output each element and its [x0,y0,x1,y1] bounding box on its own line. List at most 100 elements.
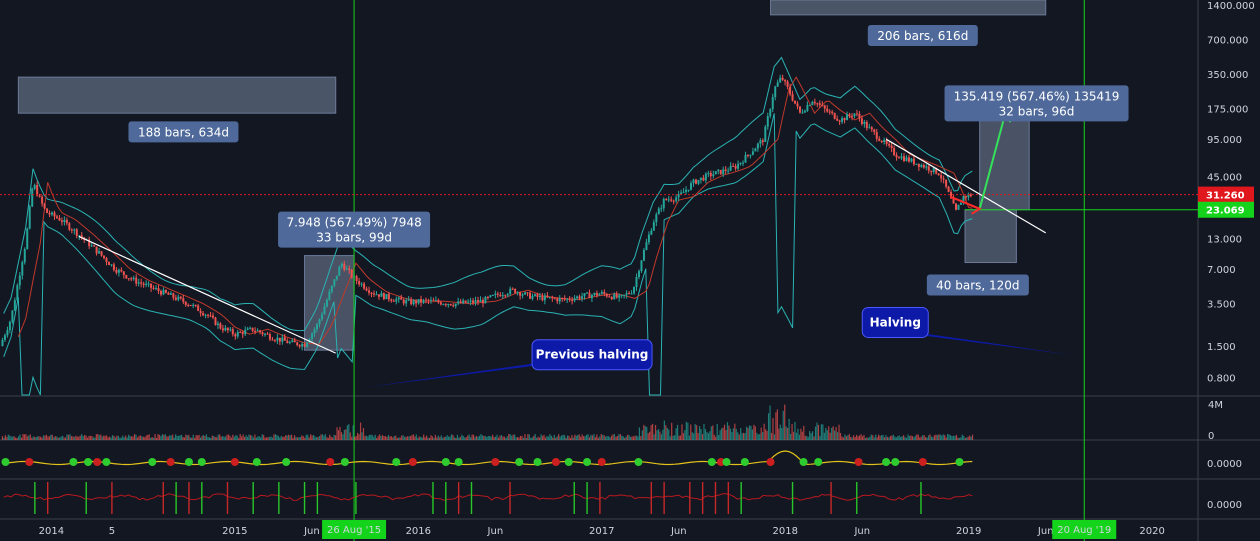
volume-bar [660,434,663,440]
volume-bar [822,424,824,440]
date-tag-right [1052,520,1117,539]
volume-bar [434,434,437,440]
candle-body [548,297,551,299]
volume-bar [53,437,55,440]
volume-bar [624,437,626,440]
volume-bar [919,437,921,440]
volume-bar [47,436,49,440]
candle-body [754,148,757,152]
volume-bar [266,437,268,440]
volume-bar [763,423,765,440]
candle-body [224,327,227,331]
candle-body [590,294,593,299]
oscillator-dot [551,458,560,466]
volume-bar [268,437,271,440]
volume-bar [619,434,621,440]
candle-body [335,275,338,280]
volume-bar [179,435,181,440]
volume-bar [694,424,696,440]
volume-bar [632,436,635,440]
volume-bar [229,435,231,440]
volume-bar [544,437,547,440]
candle-body [167,292,170,295]
volume-bar [656,430,658,440]
candle-body [836,118,839,121]
volume-bar [831,427,833,440]
volume-bar [734,423,736,440]
volume-bar [381,435,384,440]
candle-body [786,81,789,87]
volume-bar [718,434,720,440]
candle-body [803,110,806,113]
volume-bar [484,435,486,440]
y-tick-label: 45.000 [1207,172,1242,183]
volume-bar [870,434,872,440]
volume-bar [186,435,188,440]
volume-bar [310,434,312,440]
volume-bar [188,434,190,440]
volume-bar [3,437,5,440]
candle-body [216,323,219,326]
volume-bar [340,432,343,440]
volume-bar [315,437,318,440]
candle-body [623,294,626,296]
volume-bar [50,434,52,440]
volume-bar [42,435,45,440]
candle-body [412,300,415,305]
measure-box-right-down [964,209,1017,264]
volume-bar [867,437,869,440]
volume-bar [787,427,789,440]
volume-bar [647,433,649,440]
candle-body [293,340,296,343]
volume-bar [961,434,963,440]
label-40-bars-bg [926,274,1029,296]
callout-previous-halving-text: Previous halving [536,348,649,362]
volume-bar [232,434,234,440]
volume-bar [794,421,796,440]
candle-body [531,295,534,299]
candle-body [504,295,507,297]
candle-body [969,194,972,197]
volume-bar [767,413,770,440]
candle-body [749,154,752,156]
volume-bar [741,433,743,440]
volume-bar [522,437,525,440]
volume-bar [853,435,855,440]
candle-body [100,251,103,256]
volume-bar [674,435,676,440]
volume-bar [217,434,219,440]
volume-bar [389,436,391,440]
candle-body [459,301,462,304]
candle-body [313,329,316,334]
candle-body [593,292,596,295]
volume-bar [151,436,153,440]
volume-bar [875,434,877,440]
volume-bar [514,434,516,440]
oscillator-dot [230,458,239,466]
moving-average [17,76,973,345]
x-tick-label: 2014 [39,526,64,537]
candle-body [320,314,323,320]
candle-body [447,304,450,306]
candle-body [363,283,366,289]
volume-bar [60,436,62,440]
volume-bar [148,434,150,440]
volume-bar [20,437,23,440]
candle-body [885,140,888,145]
candle-body [422,299,425,303]
volume-bar [568,435,570,440]
volume-bar [176,435,178,440]
volume-bar [41,437,43,440]
candle-body [536,294,539,298]
volume-bar [819,435,821,440]
candle-body [796,103,799,107]
volume-bar [445,436,447,440]
volume-bar [166,436,168,440]
volume-bar [797,428,799,440]
volume-bar [842,437,845,440]
volume-bar [368,434,370,440]
volume-bar [603,435,605,440]
candle-body [437,300,440,303]
volume-bar [779,424,781,440]
